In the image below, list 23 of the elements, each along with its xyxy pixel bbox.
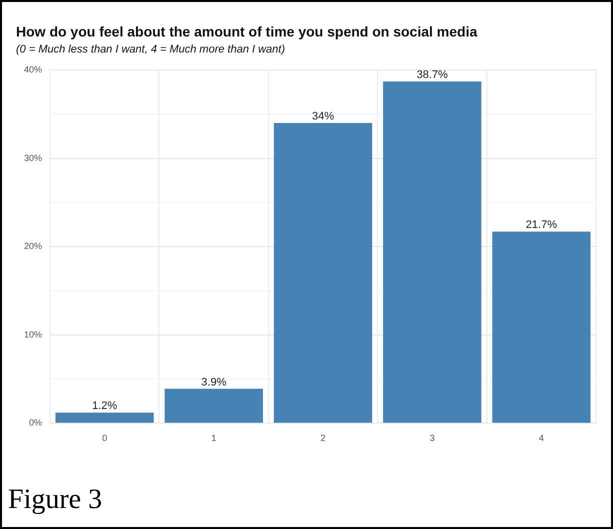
- data-label: 34%: [312, 110, 334, 123]
- data-label: 1.2%: [92, 400, 118, 412]
- y-tick-label: 10%: [24, 329, 42, 340]
- bar: [274, 122, 372, 423]
- x-tick-label: 2: [320, 433, 326, 444]
- data-label: 21.7%: [526, 219, 558, 232]
- y-tick-label: 20%: [24, 241, 42, 252]
- y-tick-label: 30%: [24, 152, 42, 163]
- data-label: 3.9%: [201, 376, 227, 388]
- y-tick-label: 0%: [29, 418, 42, 428]
- chart-subtitle: (0 = Much less than I want, 4 = Much more than I want): [16, 43, 286, 56]
- bar: [164, 388, 263, 423]
- bar: [55, 412, 154, 423]
- data-label: 38.7%: [416, 69, 448, 82]
- x-tick-label: 0: [102, 433, 108, 444]
- bar: [492, 232, 591, 423]
- chart-title: How do you feel about the amount of time you spend on social media: [16, 23, 478, 40]
- x-tick-label: 3: [430, 433, 435, 444]
- caption: Figure 3: [8, 484, 102, 516]
- x-tick-label: 4: [538, 433, 544, 444]
- bar: [383, 81, 482, 423]
- y-tick-label: 40%: [24, 64, 42, 74]
- x-tick-label: 1: [211, 433, 216, 444]
